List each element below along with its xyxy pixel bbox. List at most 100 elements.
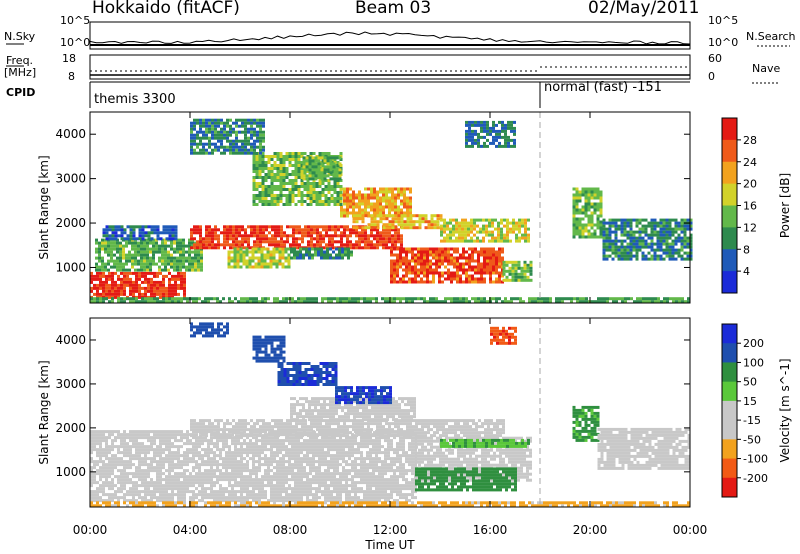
data-cell-8 xyxy=(480,265,483,269)
data-cell-3 xyxy=(304,228,307,232)
data-cell-9 xyxy=(527,233,530,237)
data-cell-0 xyxy=(147,457,150,461)
data-cell-4 xyxy=(236,256,240,260)
data-cell-16 xyxy=(614,251,618,255)
data-cell-8 xyxy=(405,253,408,257)
data-cell-0 xyxy=(216,481,219,485)
data-cell-0 xyxy=(219,436,222,440)
data-cell-0 xyxy=(243,484,246,488)
data-cell-0 xyxy=(171,493,174,497)
data-cell-0 xyxy=(138,433,141,437)
data-cell-9 xyxy=(521,233,524,237)
data-cell-17 xyxy=(135,300,138,304)
data-cell-1 xyxy=(95,268,98,272)
data-cell-17 xyxy=(156,297,159,301)
data-cell-17 xyxy=(399,300,402,304)
data-cell-1 xyxy=(164,241,167,245)
data-cell-0 xyxy=(198,445,201,449)
data-cell-0 xyxy=(240,457,243,461)
data-cell-0 xyxy=(177,286,180,290)
data-cell-17 xyxy=(504,297,507,301)
data-cell-3 xyxy=(196,231,199,235)
data-cell-6 xyxy=(364,187,367,191)
data-cell-3 xyxy=(256,240,259,244)
data-cell-0 xyxy=(93,430,96,434)
data-cell-0 xyxy=(135,487,138,491)
data-cell-1 xyxy=(146,265,149,269)
data-cell-10 xyxy=(529,260,533,264)
data-cell-12 xyxy=(190,121,193,125)
data-cell-12 xyxy=(220,130,223,134)
data-cell-0 xyxy=(105,277,108,281)
data-cell-8 xyxy=(426,247,429,251)
data-cell-0 xyxy=(108,286,111,290)
data-cell-0 xyxy=(153,280,156,284)
data-cell-17 xyxy=(639,297,642,301)
data-cell-12 xyxy=(247,151,250,155)
data-cell-9 xyxy=(455,218,458,222)
data-cell-8 xyxy=(471,253,474,257)
data-cell-9 xyxy=(464,230,467,234)
data-cell-0 xyxy=(159,466,162,470)
data-cell-11 xyxy=(291,155,295,158)
data-cell-4 xyxy=(248,265,252,269)
data-cell-8 xyxy=(492,262,495,266)
data-cell-12 xyxy=(259,127,262,131)
data-cell-1 xyxy=(158,265,161,269)
data-cell-11 xyxy=(306,179,310,182)
data-cell-16 xyxy=(647,245,651,249)
data-cell-16 xyxy=(671,242,675,246)
data-cell-8 xyxy=(396,253,399,257)
data-cell-2 xyxy=(153,231,157,235)
data-cell-16 xyxy=(668,257,672,261)
data-cell-2 xyxy=(144,234,148,238)
data-cell-0 xyxy=(240,448,243,452)
data-cell-11 xyxy=(273,152,277,155)
data-cell-8 xyxy=(429,262,432,266)
data-cell-16 xyxy=(602,221,606,225)
data-cell-12 xyxy=(193,121,196,125)
data-cell-5 xyxy=(290,247,293,251)
data-cell-9 xyxy=(506,233,509,237)
data-cell-3 xyxy=(307,228,310,232)
data-cell-0 xyxy=(204,487,207,491)
data-cell-0 xyxy=(141,484,144,488)
data-cell-9 xyxy=(473,224,476,228)
data-cell-3 xyxy=(385,231,388,235)
data-cell-15 xyxy=(581,205,585,209)
data-cell-12 xyxy=(214,118,217,122)
data-cell-8 xyxy=(447,262,450,266)
data-cell-16 xyxy=(668,254,672,258)
data-cell-0 xyxy=(102,439,105,443)
data-cell-12 xyxy=(229,130,232,134)
data-cell-3 xyxy=(358,243,361,247)
data-cell-9 xyxy=(473,221,476,225)
data-cell-17 xyxy=(165,300,168,304)
data-cell-16 xyxy=(617,224,621,228)
data-cell-11 xyxy=(315,182,319,185)
data-cell-6 xyxy=(403,211,406,215)
data-cell-6 xyxy=(358,211,361,215)
data-cell-3 xyxy=(352,228,355,232)
data-cell-1 xyxy=(188,238,191,242)
data-cell-3 xyxy=(199,243,202,247)
data-cell-0 xyxy=(123,451,126,455)
data-cell-7 xyxy=(409,220,413,224)
data-cell-6 xyxy=(364,193,367,197)
data-cell-17 xyxy=(504,300,507,304)
data-cell-0 xyxy=(183,481,186,485)
data-cell-11 xyxy=(288,194,292,197)
data-cell-0 xyxy=(195,472,198,476)
data-cell-0 xyxy=(129,289,132,293)
data-cell-0 xyxy=(159,499,162,503)
data-cell-3 xyxy=(223,228,226,232)
data-cell-8 xyxy=(498,280,501,284)
data-cell-0 xyxy=(198,454,201,458)
data-cell-9 xyxy=(443,218,446,222)
data-cell-16 xyxy=(623,224,627,228)
data-cell-1 xyxy=(164,253,167,257)
data-cell-0 xyxy=(90,469,93,473)
data-cell-11 xyxy=(300,155,304,158)
data-cell-0 xyxy=(174,493,177,497)
data-cell-6 xyxy=(361,199,364,203)
